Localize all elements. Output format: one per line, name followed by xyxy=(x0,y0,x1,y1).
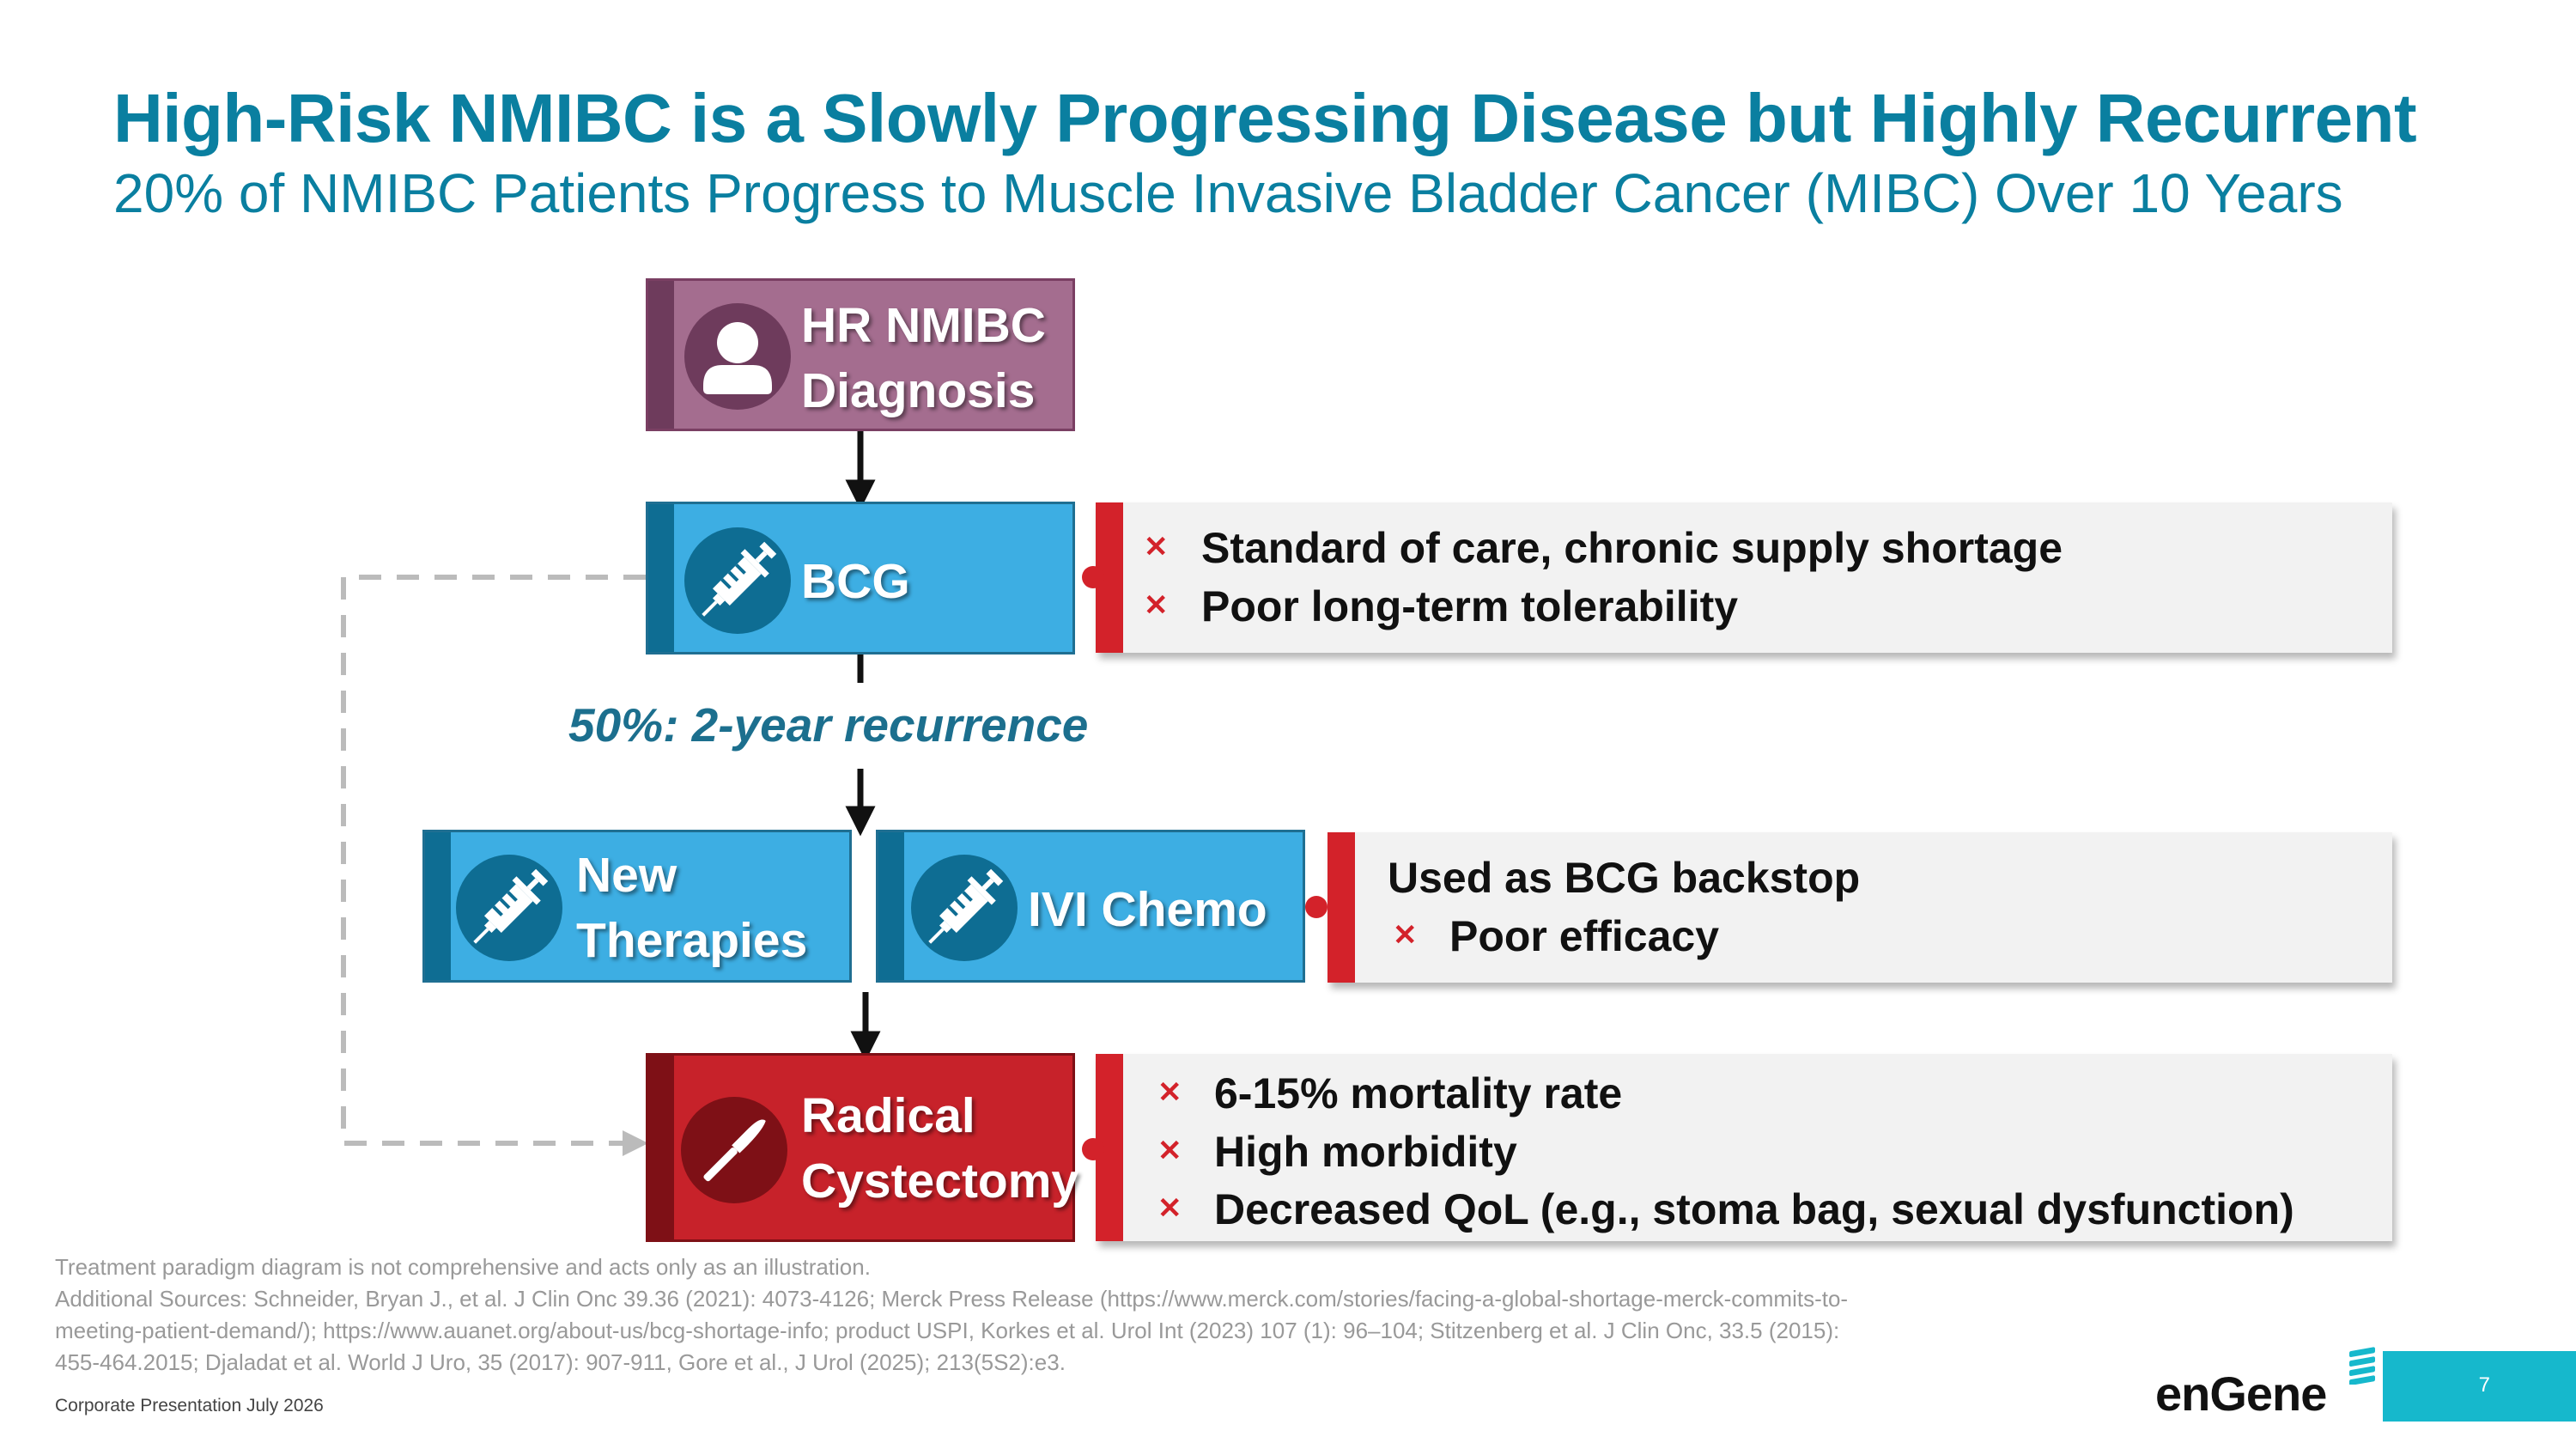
footnote-line: Additional Sources: Schneider, Bryan J.,… xyxy=(55,1286,1849,1312)
ivi-chemo-heading: Used as BCG backstop xyxy=(1388,854,1861,902)
ivi-chemo-box: IVI Chemo xyxy=(876,830,1305,983)
bcg-limitations-panel: ✕ Standard of care, chronic supply short… xyxy=(1082,502,2392,653)
logo-text: enGene xyxy=(2155,1367,2327,1421)
panel-connector-dot xyxy=(1082,566,1104,588)
slide-title: High-Risk NMIBC is a Slowly Progressing … xyxy=(113,80,2417,156)
box-stripe xyxy=(425,832,451,980)
bcg-limitation-item: Poor long-term tolerability xyxy=(1201,582,1739,630)
cystectomy-risk-item: 6-15% mortality rate xyxy=(1214,1069,1623,1117)
cystectomy-risk-item: High morbidity xyxy=(1214,1128,1517,1176)
ivi-chemo-limitation-item: Poor efficacy xyxy=(1449,912,1720,960)
box-stripe xyxy=(648,1056,674,1239)
x-mark-icon: ✕ xyxy=(1144,589,1169,622)
new-therapies-box: New Therapies xyxy=(422,830,852,983)
engene-logo: enGene xyxy=(2155,1347,2375,1422)
diagnosis-box: HR NMIBC Diagnosis xyxy=(646,278,1075,431)
x-mark-icon: ✕ xyxy=(1157,1076,1182,1109)
panel-accent-bar xyxy=(1327,832,1355,983)
box-stripe xyxy=(648,281,674,429)
ivi-chemo-panel: Used as BCG backstop ✕ Poor efficacy xyxy=(1305,832,2392,983)
syringe-icon xyxy=(911,855,1018,961)
bcg-label: BCG xyxy=(801,554,910,609)
bcg-limitation-item: Standard of care, chronic supply shortag… xyxy=(1201,524,2063,572)
cystectomy-label-line2: Cystectomy xyxy=(801,1154,1079,1209)
dashed-path-bcg-to-cystectomy xyxy=(341,575,648,1156)
page-number: 7 xyxy=(2478,1373,2490,1397)
scalpel-icon xyxy=(681,1097,787,1203)
x-mark-icon: ✕ xyxy=(1144,531,1169,563)
bcg-box: BCG xyxy=(646,502,1075,654)
radical-cystectomy-box: Radical Cystectomy xyxy=(646,1053,1079,1242)
cystectomy-risks-panel: ✕ 6-15% mortality rate ✕ High morbidity … xyxy=(1082,1054,2392,1241)
diagnosis-label-line2: Diagnosis xyxy=(801,363,1036,418)
cystectomy-label-line1: Radical xyxy=(801,1088,975,1143)
person-icon xyxy=(684,303,791,410)
page-number-box: 7 xyxy=(2383,1351,2576,1422)
x-mark-icon: ✕ xyxy=(1157,1135,1182,1167)
panel-connector-dot xyxy=(1305,896,1327,918)
new-therapies-label-line2: Therapies xyxy=(576,913,808,968)
presentation-footer: Corporate Presentation July 2026 xyxy=(55,1396,324,1416)
box-stripe xyxy=(648,504,674,652)
footnote-line: meeting-patient-demand/); https://www.au… xyxy=(55,1318,1840,1343)
recurrence-label: 50%: 2-year recurrence xyxy=(568,698,1089,752)
syringe-icon xyxy=(684,527,791,634)
syringe-icon xyxy=(456,855,562,961)
x-mark-icon: ✕ xyxy=(1393,919,1418,952)
x-mark-icon: ✕ xyxy=(1157,1192,1182,1225)
new-therapies-label-line1: New xyxy=(576,848,677,903)
ivi-chemo-label: IVI Chemo xyxy=(1028,882,1267,937)
diagnosis-label-line1: HR NMIBC xyxy=(801,298,1046,353)
footnote-line: Treatment paradigm diagram is not compre… xyxy=(55,1254,871,1280)
cystectomy-risk-item: Decreased QoL (e.g., stoma bag, sexual d… xyxy=(1214,1185,2294,1233)
box-stripe xyxy=(878,832,904,980)
slide-subtitle: 20% of NMIBC Patients Progress to Muscle… xyxy=(113,162,2343,224)
panel-connector-dot xyxy=(1082,1138,1104,1160)
footnote-line: 455-464.2015; Djaladat et al. World J Ur… xyxy=(55,1349,1066,1375)
logo-mark-icon xyxy=(2349,1347,2375,1385)
